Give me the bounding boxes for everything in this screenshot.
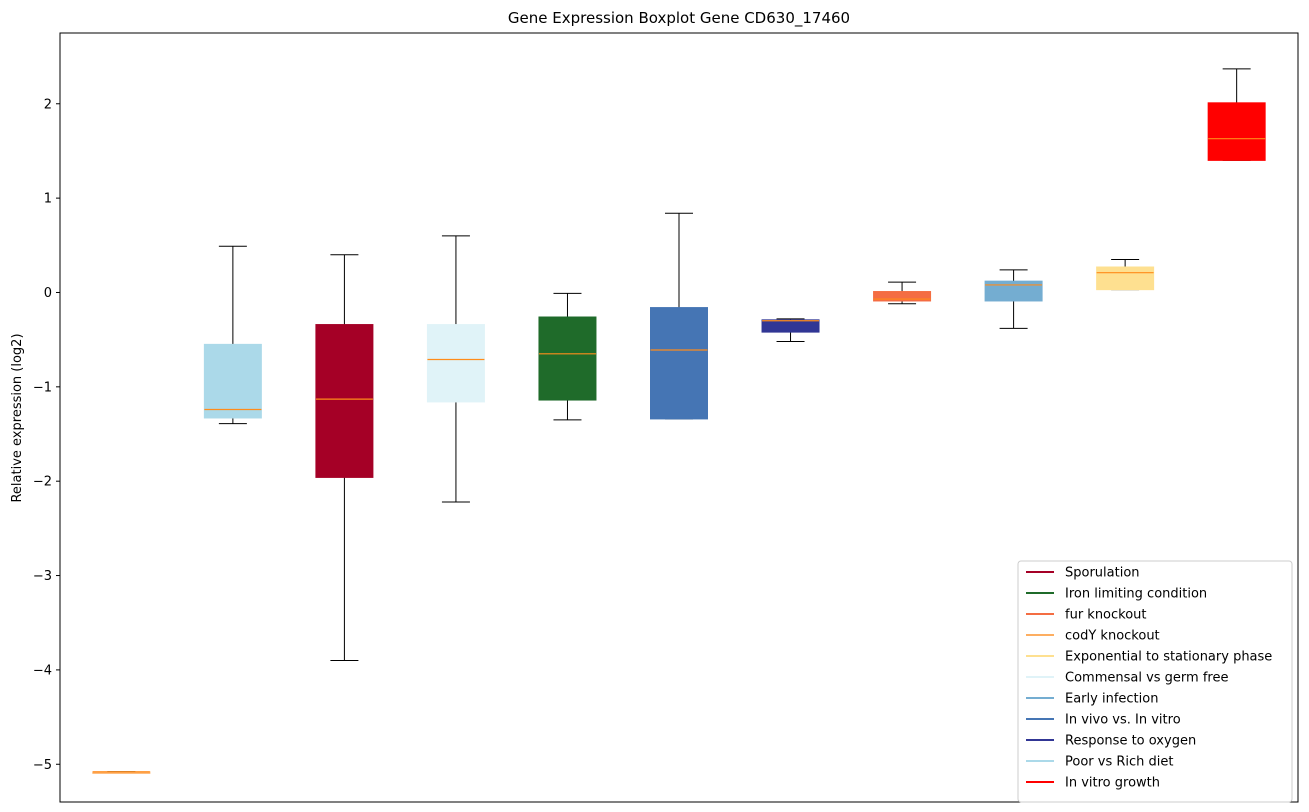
legend-item: In vitro growth: [1026, 776, 1160, 791]
box-body: [1096, 266, 1155, 291]
box-9: [984, 269, 1043, 329]
box-body: [426, 324, 485, 403]
y-tick-label: −1: [33, 380, 52, 395]
y-axis-label: Relative expression (log2): [10, 333, 25, 502]
y-tick-label: −2: [33, 475, 52, 490]
box-5: [538, 292, 597, 421]
box-10: [1096, 258, 1155, 291]
box-body: [984, 280, 1043, 302]
boxes: [92, 68, 1266, 774]
legend-label: Early infection: [1065, 692, 1158, 707]
chart-title: Gene Expression Boxplot Gene CD630_17460: [508, 9, 850, 28]
box-body: [203, 343, 262, 419]
legend-item: Poor vs Rich diet: [1026, 755, 1173, 770]
legend-label: Sporulation: [1065, 566, 1140, 581]
legend-item: Early infection: [1026, 692, 1158, 707]
legend-label: codY knockout: [1065, 629, 1160, 644]
legend-label: Commensal vs germ free: [1065, 671, 1228, 686]
box-2: [203, 245, 262, 425]
box-body: [873, 291, 932, 302]
legend-label: Iron limiting condition: [1065, 587, 1207, 602]
box-6: [650, 212, 708, 420]
box-body: [761, 319, 820, 333]
box-11: [1207, 68, 1266, 161]
box-1: [92, 771, 151, 774]
box-3: [315, 254, 374, 661]
box-body: [315, 324, 374, 478]
plot-frame: [59, 32, 1299, 803]
legend-item: Iron limiting condition: [1026, 587, 1207, 602]
box-7: [761, 318, 820, 343]
legend-frame: [1017, 560, 1293, 803]
legend-label: Poor vs Rich diet: [1065, 755, 1173, 770]
box-body: [538, 316, 597, 401]
y-tick-label: −4: [33, 663, 52, 678]
legend-label: In vivo vs. In vitro: [1065, 713, 1181, 728]
legend-label: fur knockout: [1065, 608, 1147, 623]
legend-item: Response to oxygen: [1026, 734, 1196, 749]
legend-label: In vitro growth: [1065, 776, 1160, 791]
legend-label: Exponential to stationary phase: [1065, 650, 1272, 665]
y-tick-label: 2: [44, 97, 52, 112]
box-8: [873, 281, 932, 305]
y-tick-label: 1: [44, 192, 52, 207]
y-ticks: −5 −4 −3 −2 −1 0 1 2: [33, 97, 60, 773]
legend-item: Commensal vs germ free: [1026, 671, 1228, 686]
box-body: [1207, 102, 1266, 161]
box-body: [650, 307, 708, 420]
y-tick-label: −3: [33, 569, 52, 584]
legend-item: Sporulation: [1026, 566, 1140, 581]
y-tick-label: −5: [33, 758, 52, 773]
legend: Sporulation Iron limiting condition fur kn…: [1017, 560, 1293, 803]
y-tick-label: 0: [44, 286, 52, 301]
legend-item: In vivo vs. In vitro: [1026, 713, 1181, 728]
box-4: [426, 235, 485, 503]
legend-item: fur knockout: [1026, 608, 1147, 623]
legend-label: Response to oxygen: [1065, 734, 1196, 749]
legend-item: codY knockout: [1026, 629, 1160, 644]
legend-item: Exponential to stationary phase: [1026, 650, 1272, 665]
